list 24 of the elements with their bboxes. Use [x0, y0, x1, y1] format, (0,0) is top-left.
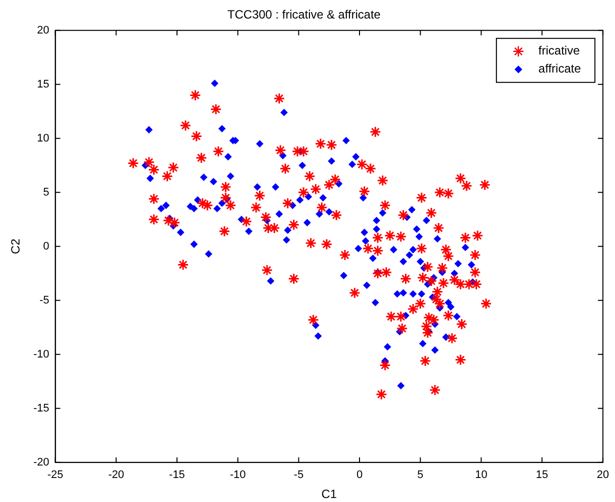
x-tick-label: -25: [47, 469, 64, 482]
x-tick-label: -10: [230, 469, 246, 482]
y-tick-label: 5: [43, 186, 50, 198]
y-tick-label: 0: [43, 240, 50, 252]
x-tick-label: 20: [596, 469, 610, 482]
y-tick-label: 15: [37, 78, 50, 90]
y-axis-title: C2: [8, 238, 23, 254]
x-tick-label: -5: [294, 469, 304, 482]
x-tick-label: -20: [108, 469, 124, 482]
y-tick-label: 20: [37, 24, 50, 36]
x-tick-label: 0: [356, 469, 363, 482]
y-tick-label: -20: [33, 456, 50, 468]
x-axis-title: C1: [321, 487, 338, 502]
x-tick-label: 10: [475, 469, 488, 482]
legend-label: affricate: [538, 62, 582, 76]
x-tick-label: 15: [536, 469, 548, 482]
y-tick-label: 10: [37, 132, 50, 144]
legend-label: fricative: [538, 44, 580, 58]
y-tick-label: -10: [33, 348, 50, 360]
x-tick-label: -15: [169, 469, 185, 482]
y-tick-label: -5: [40, 294, 50, 306]
y-tick-label: -15: [33, 402, 50, 414]
chart-title: TCC300 : fricative & affricate: [227, 8, 381, 22]
x-tick-label: 5: [417, 469, 424, 482]
